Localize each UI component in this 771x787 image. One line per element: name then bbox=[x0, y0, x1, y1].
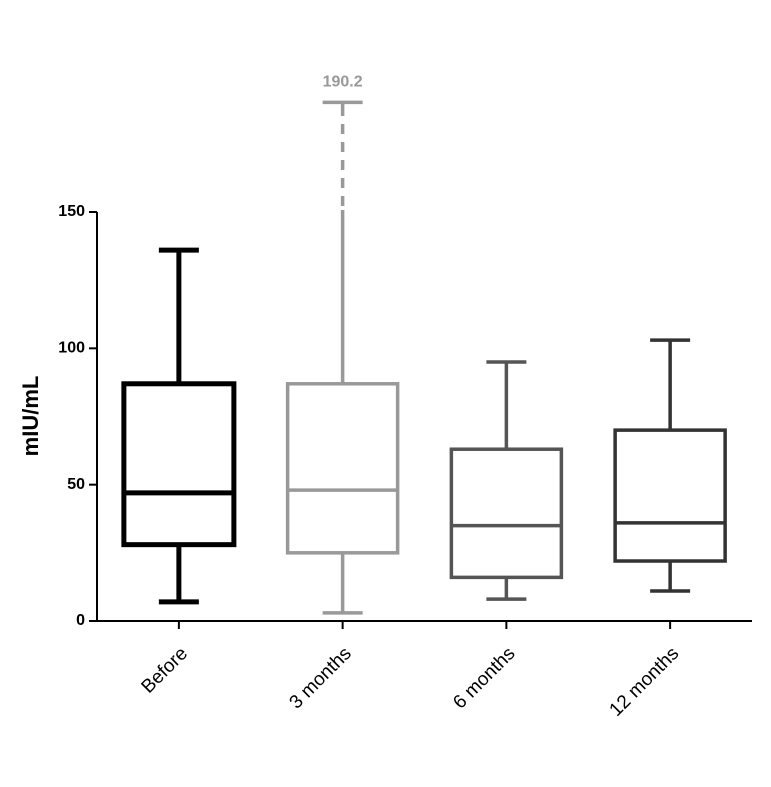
y-tick-label: 50 bbox=[67, 476, 85, 493]
box bbox=[285, 382, 400, 555]
box bbox=[121, 381, 237, 548]
y-axis-label: mIU/mL bbox=[18, 376, 43, 457]
y-tick-label: 100 bbox=[58, 340, 85, 357]
y-tick-label: 0 bbox=[76, 612, 85, 629]
x-tick-label: Before bbox=[138, 643, 192, 697]
box bbox=[613, 428, 727, 563]
x-tick-label: 3 months bbox=[286, 643, 356, 713]
max-label: 190.2 bbox=[323, 74, 363, 91]
x-tick-label: 12 months bbox=[606, 643, 684, 721]
y-tick-label: 150 bbox=[58, 203, 85, 220]
x-tick-label: 6 months bbox=[449, 643, 519, 713]
box bbox=[449, 447, 564, 580]
